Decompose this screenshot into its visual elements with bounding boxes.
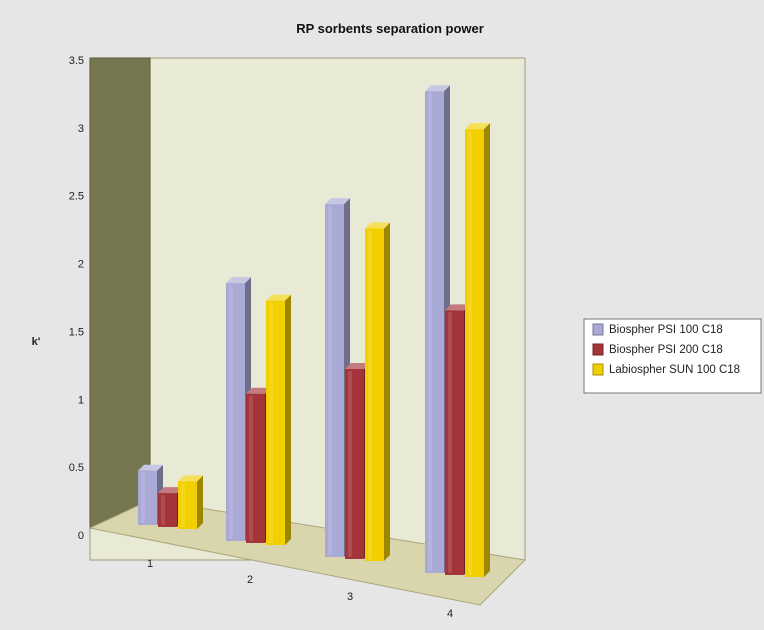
y-tick-label: 1.5 [69,326,84,338]
bar [266,294,291,545]
bar-front [325,204,344,557]
bar-front [345,369,364,559]
bar-front [465,129,484,577]
bar-top [158,487,183,494]
bar-top [226,277,251,284]
bar-highlight [348,371,352,557]
bar-top [138,464,163,471]
bar-top [266,294,291,301]
chart-walls [88,57,527,606]
y-axis-label: k' [32,336,41,348]
bar-front [158,493,177,527]
bar-highlight [249,395,253,541]
bar-highlight [229,285,233,539]
y-tick-label: 0.5 [69,462,84,474]
bar-front [365,228,384,561]
legend-swatch [592,343,604,356]
bar-front [266,300,285,545]
bar-front [445,310,464,575]
bar-side [384,222,390,561]
bar-side [197,475,203,529]
legend-label: Labiospher SUN 100 C18 [609,364,740,376]
bar-highlight [328,206,332,555]
x-tick-label: 2 [247,574,253,586]
bar-front [138,470,157,525]
y-tick-label: 0 [78,530,84,542]
bar-highlight [468,131,472,575]
bar-top [178,475,203,482]
bar-front [246,393,265,543]
legend-label: Biospher PSI 200 C18 [609,344,723,356]
chart-title: RP sorbents separation power [296,21,484,36]
legend-swatch [592,363,604,376]
bar-top [325,198,350,205]
x-tick-label: 3 [347,591,353,603]
bar [365,222,390,561]
legend-swatch [592,323,604,336]
legend-label: Biospher PSI 100 C18 [609,324,723,336]
y-tick-label: 1 [78,394,84,406]
bar-top [345,363,370,369]
bar-highlight [141,472,145,523]
bar-highlight [448,312,452,573]
x-axis: 1 2 3 4 [147,558,453,620]
bar-highlight [368,230,372,559]
bar [178,475,203,529]
x-tick-label: 1 [147,558,153,570]
bar-top [465,123,490,130]
bar-highlight [161,495,165,525]
bar-side [484,123,490,578]
bar-highlight [181,483,185,527]
bar-highlight [428,93,432,571]
legend: Biospher PSI 100 C18 Biospher PSI 200 C18… [583,318,762,394]
bar [465,123,490,578]
y-tick-label: 2 [78,259,84,271]
y-tick-label: 2.5 [69,191,84,203]
bar-front [178,481,197,529]
bar-front [425,91,444,573]
y-tick-label: 3.5 [69,55,84,67]
bar-top [365,222,390,229]
bar-side [285,294,291,545]
bar-highlight [269,302,273,543]
bar-top [445,304,470,311]
y-tick-label: 3 [78,123,84,135]
left-wall [89,57,151,529]
legend-box [583,318,762,394]
bars-group [138,85,490,578]
bar-front [226,283,245,541]
x-tick-label: 4 [447,608,453,620]
bar-top [425,85,450,92]
y-axis: 0 0.5 1 1.5 2 2.5 3 3.5 [69,55,84,542]
bar-top [246,387,271,394]
